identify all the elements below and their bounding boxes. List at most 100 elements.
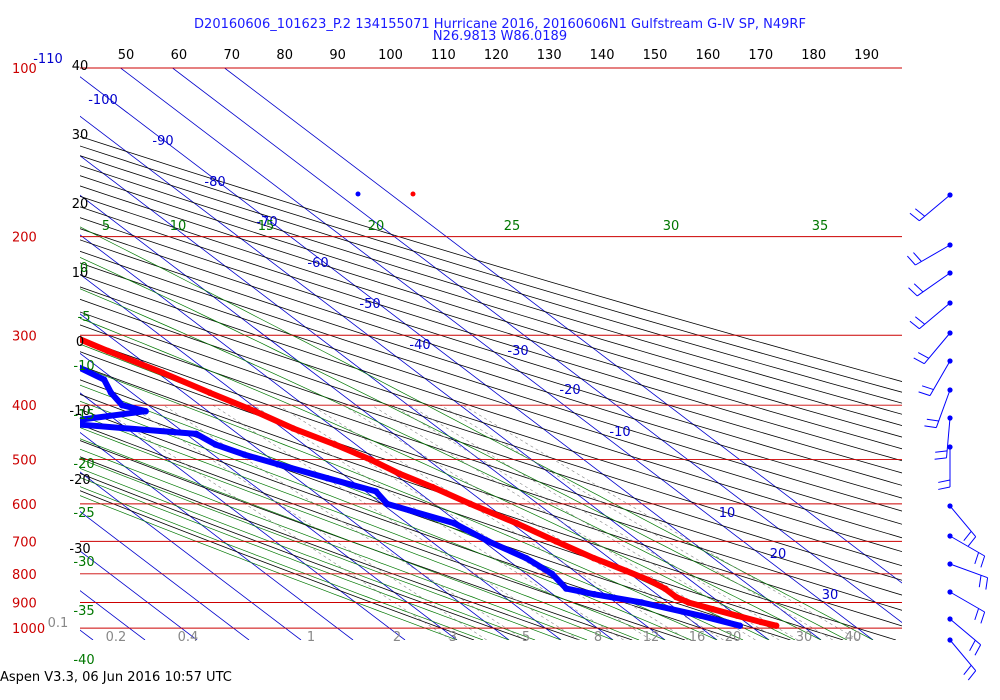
temperature-profile-point	[672, 593, 680, 601]
temperature-profile-point	[622, 567, 630, 574]
wind-barb-flag	[967, 536, 977, 547]
wind-barb-shaft	[949, 535, 985, 557]
isotherm-label: -50	[359, 297, 380, 312]
dewpoint-profile-point	[697, 612, 704, 619]
top-scale-label: 120	[484, 48, 509, 63]
pressure-label: 300	[12, 329, 37, 344]
wind-barb-flag	[918, 391, 931, 397]
dry-adiabat-line	[80, 298, 902, 567]
dewpoint-profile-point	[241, 451, 248, 458]
dewpoint-point	[355, 191, 361, 197]
dry-adiabat-line	[80, 217, 902, 474]
pressure-label: 900	[12, 597, 37, 612]
moist-adiabat-label: -40	[73, 653, 94, 668]
top-scale-label: 80	[276, 48, 293, 63]
pressure-label: 200	[12, 231, 37, 246]
temperature-profile-point	[331, 441, 339, 448]
mixing-ratio-line	[392, 404, 780, 640]
isotherm-line	[80, 392, 406, 640]
footer-version: Aspen V3.3, 06 Jun 2016 10:57 UTC	[0, 670, 232, 685]
dewpoint-profile-point	[142, 408, 149, 415]
dry-adiabat-line	[80, 365, 897, 640]
dewpoint-profile-point	[522, 554, 530, 562]
top-scale-label: 60	[171, 48, 188, 63]
mixing-ratio-label: 30	[796, 630, 813, 645]
isotherm-label: -20	[559, 383, 580, 398]
top-scale-label: 170	[748, 48, 773, 63]
temperature-profile-point	[685, 599, 692, 606]
dewpoint-profile-point	[451, 520, 458, 527]
left-scale-label: 30	[72, 128, 89, 143]
isotherm-line	[0, 68, 41, 640]
temperature-profile-point	[206, 389, 213, 396]
wind-barb-flag	[963, 530, 972, 542]
temperature-profile-point	[757, 618, 765, 626]
isotherm-label: 10	[719, 506, 736, 521]
wind-barb-shaft	[919, 302, 951, 330]
isotherm-line	[80, 194, 666, 640]
isotherm-label: -70	[256, 215, 277, 230]
mixing-ratio-label: 12	[643, 630, 660, 645]
wind-barb-shaft	[929, 360, 951, 396]
top-scale-label: 110	[431, 48, 456, 63]
pressure-label: 500	[12, 454, 37, 469]
dry-adiabat-line	[80, 337, 902, 611]
wind-barb-flag	[924, 425, 937, 429]
moist-adiabat-label: 25	[504, 219, 521, 234]
pressure-label: 100	[12, 62, 37, 77]
dewpoint-profile-point	[638, 599, 645, 606]
dry-adiabat-line	[80, 228, 902, 486]
temperature-profile-point	[467, 500, 474, 508]
left-scale-label: -30	[69, 542, 90, 557]
wind-barb-shaft	[949, 618, 981, 646]
mixing-ratio-label: 20	[725, 630, 742, 645]
temperature-profile-point	[251, 408, 259, 415]
wind-barb-flag	[980, 555, 986, 568]
wind-barb-flag	[913, 357, 925, 365]
isotherm-line	[80, 313, 510, 640]
left-scale-label: 20	[72, 197, 89, 212]
wind-barb-flag	[985, 577, 989, 590]
mixing-ratio-line	[409, 404, 798, 640]
wind-barb-shaft	[949, 505, 977, 537]
dry-adiabat-line	[80, 324, 902, 596]
dewpoint-profile-point	[548, 570, 556, 578]
mixing-ratio-label: 8	[594, 630, 602, 645]
wind-barb-flag	[938, 479, 951, 483]
wind-barb-flag	[967, 670, 977, 681]
top-scale-label: 70	[224, 48, 241, 63]
dry-adiabat-line	[80, 175, 902, 426]
wind-barb-flag	[908, 287, 918, 297]
dry-adiabat-line	[80, 408, 738, 640]
moist-adiabat-label: 10	[170, 219, 187, 234]
mixing-ratio-line	[96, 404, 452, 640]
moist-adiabat-label: -10	[73, 359, 94, 374]
top-scale-label: 160	[695, 48, 720, 63]
wind-barb-flag	[934, 457, 947, 460]
wind-barb-flag	[974, 608, 980, 621]
dry-adiabat-line	[80, 206, 902, 462]
mixing-ratio-line	[278, 404, 652, 640]
moist-adiabat-label: 20	[368, 219, 385, 234]
wind-barb-flag	[980, 611, 986, 624]
isotherm-line	[80, 76, 822, 640]
mixing-ratio-label: 0.2	[106, 630, 127, 645]
temperature-profile-point	[772, 622, 780, 629]
chart-subtitle: N26.9813 W86.0189	[432, 29, 568, 44]
dewpoint-profile-point	[107, 389, 115, 396]
wind-barb-flag	[969, 639, 976, 652]
wind-barb-flag	[974, 552, 980, 565]
wind-barb-flag	[913, 283, 924, 293]
dewpoint-profile-point	[591, 591, 598, 598]
moist-adiabat-label: 0	[80, 261, 88, 276]
moist-adiabat-label: -30	[73, 555, 94, 570]
mixing-ratio-label: 16	[689, 630, 706, 645]
temperature-profile-point	[47, 324, 53, 330]
dry-adiabat-line	[80, 311, 902, 581]
mixing-ratio-line	[163, 404, 525, 640]
moist-adiabat-label: 5	[102, 219, 110, 234]
isotherm-label: -30	[507, 344, 528, 359]
temperature-profile-point	[104, 347, 112, 355]
left-scale-label: -10	[69, 404, 90, 419]
dry-adiabat-line	[80, 379, 844, 640]
